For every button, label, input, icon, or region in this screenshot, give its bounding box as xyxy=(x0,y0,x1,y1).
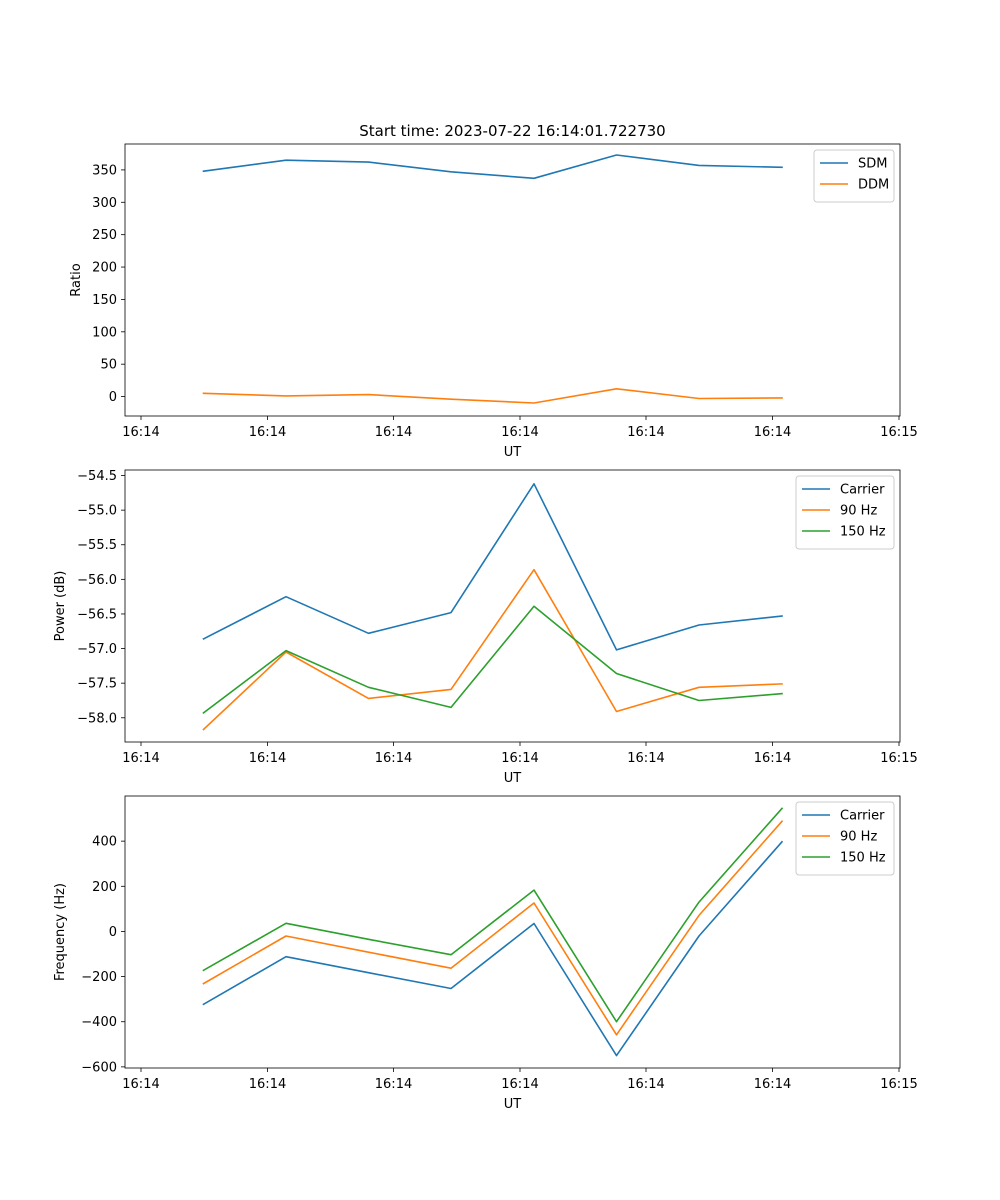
x-tick-label: 16:14 xyxy=(501,1077,538,1092)
y-tick-label: 200 xyxy=(92,261,117,276)
legend: SDM DDM xyxy=(813,149,895,203)
legend: Carrier 90 Hz 150 Hz xyxy=(795,475,895,550)
series-line-90-hz xyxy=(202,568,783,731)
y-tick-label: 100 xyxy=(92,325,117,340)
x-tick-label: 16:15 xyxy=(880,425,917,440)
x-tick-label: 16:15 xyxy=(880,1077,917,1092)
y-tick-label: 200 xyxy=(92,880,117,895)
legend: Carrier 90 Hz 150 Hz xyxy=(795,801,895,876)
axes-frame xyxy=(124,143,901,417)
y-tick-label: −57.0 xyxy=(77,642,117,657)
series-line-carrier xyxy=(202,482,783,651)
x-tick-label: 16:14 xyxy=(627,751,664,766)
legend-label: 150 Hz xyxy=(840,851,886,866)
y-tick-label: −54.5 xyxy=(77,469,117,484)
series-line-90-hz xyxy=(202,820,784,1036)
legend-label: DDM xyxy=(858,178,889,193)
x-tick-label: 16:14 xyxy=(375,425,412,440)
legend-label: 90 Hz xyxy=(840,504,877,519)
y-tick-label: −400 xyxy=(81,1015,117,1030)
x-tick-label: 16:14 xyxy=(627,1077,664,1092)
legend-label: Carrier xyxy=(840,809,885,824)
series-line-150-hz xyxy=(202,605,783,715)
x-tick-label: 16:14 xyxy=(375,751,412,766)
chart-panel-2: 16:14 16:14 16:14 16:14 16:14 16:14 16:15 −58.0… xyxy=(53,469,918,786)
y-axis-label: Power (dB) xyxy=(53,571,68,642)
x-tick-label: 16:14 xyxy=(249,751,286,766)
x-tick-label: 16:14 xyxy=(754,1077,791,1092)
series-line-ddm xyxy=(202,387,783,404)
x-axis-label: UT xyxy=(504,1097,522,1112)
axes-frame xyxy=(124,795,901,1069)
y-tick-label: 350 xyxy=(92,163,117,178)
y-tick-label: −56.0 xyxy=(77,573,117,588)
y-tick-label: −55.5 xyxy=(77,538,117,553)
y-tick-label: 250 xyxy=(92,228,117,243)
figure-title: Start time: 2023-07-22 16:14:01.722730 xyxy=(359,122,665,140)
y-tick-label: −55.0 xyxy=(77,504,117,519)
y-axis-label: Ratio xyxy=(69,263,84,296)
x-tick-label: 16:14 xyxy=(249,1077,286,1092)
series-line-sdm xyxy=(202,154,783,180)
series-line-carrier xyxy=(202,840,784,1057)
plots-container: 16:14 16:14 16:14 16:14 16:14 16:14 16:15 0 50 10… xyxy=(53,143,918,1112)
x-tick-label: 16:14 xyxy=(501,751,538,766)
x-tick-label: 16:14 xyxy=(754,425,791,440)
y-tick-label: 0 xyxy=(109,390,117,405)
legend-label: SDM xyxy=(858,157,887,172)
x-tick-label: 16:15 xyxy=(880,751,917,766)
legend-label: Carrier xyxy=(840,483,885,498)
x-axis-label: UT xyxy=(504,771,522,786)
y-axis-label: Frequency (Hz) xyxy=(53,883,68,981)
y-tick-label: −200 xyxy=(81,970,117,985)
axes-frame xyxy=(124,469,901,743)
y-tick-label: −600 xyxy=(81,1060,117,1075)
x-tick-label: 16:14 xyxy=(122,425,159,440)
y-tick-label: 0 xyxy=(109,925,117,940)
x-tick-label: 16:14 xyxy=(501,425,538,440)
series-line-150-hz xyxy=(202,807,784,1023)
y-tick-label: −58.0 xyxy=(77,711,117,726)
x-tick-label: 16:14 xyxy=(627,425,664,440)
y-tick-label: 50 xyxy=(100,358,117,373)
x-tick-label: 16:14 xyxy=(122,1077,159,1092)
y-tick-label: 300 xyxy=(92,196,117,211)
x-tick-label: 16:14 xyxy=(249,425,286,440)
legend-label: 90 Hz xyxy=(840,830,877,845)
y-tick-label: −56.5 xyxy=(77,607,117,622)
x-tick-label: 16:14 xyxy=(122,751,159,766)
y-tick-label: −57.5 xyxy=(77,677,117,692)
y-tick-label: 150 xyxy=(92,293,117,308)
x-tick-label: 16:14 xyxy=(375,1077,412,1092)
chart-panel-1: 16:14 16:14 16:14 16:14 16:14 16:14 16:15 0 50 10… xyxy=(69,143,918,460)
x-axis-label: UT xyxy=(504,445,522,460)
chart-panel-3: 16:14 16:14 16:14 16:14 16:14 16:14 16:15 −600 −… xyxy=(53,795,918,1112)
y-tick-label: 400 xyxy=(92,835,117,850)
legend-label: 150 Hz xyxy=(840,525,886,540)
x-tick-label: 16:14 xyxy=(754,751,791,766)
